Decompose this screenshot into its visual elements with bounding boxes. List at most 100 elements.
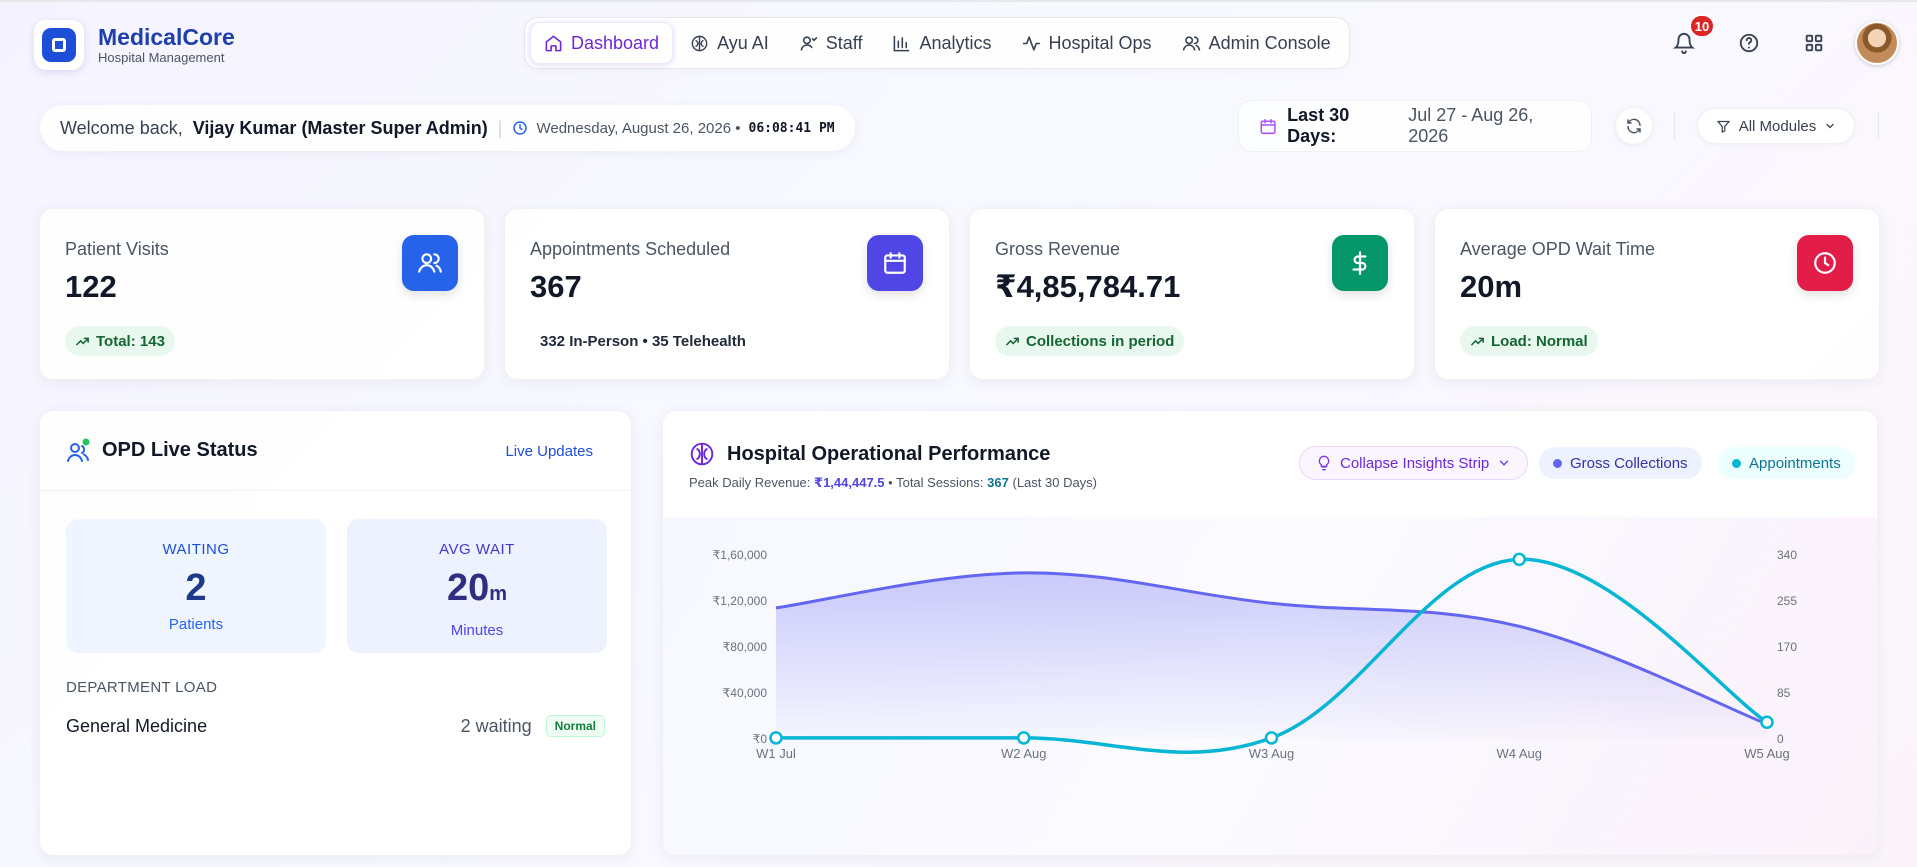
stat-label: WAITING xyxy=(162,541,230,558)
peak-revenue: ₹1,44,447.5 xyxy=(814,475,885,490)
nav-hospital-ops[interactable]: Hospital Ops xyxy=(1009,22,1165,64)
legend-dot xyxy=(1553,458,1562,468)
nav-analytics[interactable]: Analytics xyxy=(879,22,1004,64)
y-right-tick-label: 85 xyxy=(1777,686,1791,700)
trend-up-icon xyxy=(76,337,89,345)
kpi-card-appointments[interactable]: Appointments Scheduled 367 332 In-Person… xyxy=(504,208,950,380)
y-left-tick-label: ₹80,000 xyxy=(723,640,768,654)
kpi-note: Load: Normal xyxy=(1460,326,1598,356)
appointments-point xyxy=(1512,552,1526,567)
department-status-badge: Normal xyxy=(545,715,605,737)
divider xyxy=(1878,112,1879,140)
kpi-card-gross-revenue[interactable]: Gross Revenue ₹4,85,784.71 Collections i… xyxy=(969,208,1415,380)
y-left-tick-label: ₹0 xyxy=(753,732,768,746)
nav-dashboard[interactable]: Dashboard xyxy=(530,22,674,64)
nav-ayu-ai[interactable]: Ayu AI xyxy=(677,22,782,64)
nav-label: Admin Console xyxy=(1208,32,1331,53)
stat-number: 20 xyxy=(446,567,490,609)
x-tick-label: W4 Aug xyxy=(1496,746,1542,761)
kpi-title: Gross Revenue xyxy=(995,239,1121,259)
kpi-note: Collections in period xyxy=(995,326,1185,356)
kpi-note: Total: 143 xyxy=(65,326,175,356)
welcome-separator: | xyxy=(497,117,503,138)
legend-appointments[interactable]: Appointments xyxy=(1718,447,1855,479)
x-tick-label: W2 Aug xyxy=(1001,746,1047,761)
date-range-picker[interactable]: Last 30 Days: Jul 27 - Aug 26, 2026 xyxy=(1238,100,1592,152)
help-button[interactable] xyxy=(1732,26,1766,60)
kpi-note-text: 332 In-Person • 35 Telehealth xyxy=(540,332,746,350)
kpi-card-patient-visits[interactable]: Patient Visits 122 Total: 143 xyxy=(39,208,485,380)
stat-sub: Patients xyxy=(168,616,224,633)
users-icon xyxy=(1182,35,1200,51)
live-updates-link[interactable]: Live Updates xyxy=(505,443,593,460)
kpi-card-opd-wait-time[interactable]: Average OPD Wait Time 20m Load: Normal xyxy=(1434,208,1880,380)
module-filter-dropdown[interactable]: All Modules xyxy=(1697,108,1855,144)
chevron-down-icon xyxy=(1826,123,1834,129)
total-sessions: 367 xyxy=(987,475,1009,490)
brand[interactable]: MedicalCore Hospital Management xyxy=(34,20,235,70)
gross-collections-area xyxy=(776,572,1767,739)
kpi-title: Average OPD Wait Time xyxy=(1460,239,1656,259)
date-range-value: Jul 27 - Aug 26, 2026 xyxy=(1408,105,1534,146)
y-left-tick-label: ₹1,60,000 xyxy=(713,548,768,562)
calendar-icon xyxy=(1260,118,1276,134)
home-icon xyxy=(545,35,562,51)
kpi-icon-box xyxy=(402,235,458,291)
kpi-value: 122 xyxy=(65,269,117,304)
user-avatar[interactable] xyxy=(1855,21,1899,65)
opd-title: OPD Live Status xyxy=(102,439,258,461)
main-nav: Dashboard Ayu AI Staff Analytics Hospita… xyxy=(524,17,1350,69)
date-range-label: Last 30 Days: xyxy=(1287,105,1350,146)
stat-value: 2 xyxy=(185,567,207,609)
waiting-stat: WAITING 2 Patients xyxy=(66,519,326,653)
operational-performance-panel: Hospital Operational Performance Peak Da… xyxy=(662,410,1878,856)
department-row[interactable]: General Medicine 2 waiting Normal xyxy=(66,715,605,737)
refresh-button[interactable] xyxy=(1616,108,1652,144)
collapse-insights-button[interactable]: Collapse Insights Strip xyxy=(1299,446,1529,480)
y-left-tick-label: ₹40,000 xyxy=(723,686,768,700)
bar-chart-icon xyxy=(894,35,910,51)
nav-label: Analytics xyxy=(919,32,992,53)
trend-up-icon xyxy=(1006,337,1019,345)
user-name: Vijay Kumar (Master Super Admin) xyxy=(192,117,488,138)
opd-live-status-panel: OPD Live Status Live Updates WAITING 2 P… xyxy=(39,410,632,856)
user-icon xyxy=(800,35,817,51)
clock-icon xyxy=(1814,252,1836,274)
legend-label: Appointments xyxy=(1749,454,1841,472)
notifications-button[interactable] xyxy=(1667,26,1701,60)
nav-label: Hospital Ops xyxy=(1048,32,1152,53)
stat-label: AVG WAIT xyxy=(439,541,515,558)
gross-collections-line xyxy=(775,571,1768,726)
collapse-label: Collapse Insights Strip xyxy=(1340,454,1490,472)
grid-icon xyxy=(1805,34,1823,52)
chart-area: ₹0 ₹40,000 ₹80,000 ₹1,20,000 ₹1,60,000 0 85 170… xyxy=(663,517,1877,855)
perf-sub-mid: • Total Sessions: xyxy=(888,475,984,490)
apps-button[interactable] xyxy=(1797,26,1831,60)
y-right-tick-label: 340 xyxy=(1777,548,1797,562)
stat-sub: Minutes xyxy=(450,622,504,639)
y-right-tick-label: 255 xyxy=(1777,594,1797,608)
y-right-tick-label: 170 xyxy=(1777,640,1797,654)
y-right-tick-label: 0 xyxy=(1777,732,1784,746)
current-time: 06:08:41 PM xyxy=(748,120,835,136)
nav-admin-console[interactable]: Admin Console xyxy=(1169,22,1344,64)
legend-gross-collections[interactable]: Gross Collections xyxy=(1539,447,1702,479)
appointments-point xyxy=(769,731,783,745)
kpi-note-text: Collections in period xyxy=(1026,332,1175,350)
nav-staff[interactable]: Staff xyxy=(786,22,876,64)
stat-unit: m xyxy=(489,583,508,605)
legend-dot xyxy=(1732,458,1741,468)
bell-icon xyxy=(1673,33,1695,54)
kpi-value: 367 xyxy=(530,269,582,304)
current-date: Wednesday, August 26, 2026 • xyxy=(536,119,741,137)
department-load-label: DEPARTMENT LOAD xyxy=(66,679,218,696)
help-icon xyxy=(1739,33,1759,53)
module-filter-label: All Modules xyxy=(1738,117,1817,135)
nav-label: Ayu AI xyxy=(717,32,769,53)
calendar-icon xyxy=(884,252,906,274)
users-icon xyxy=(418,253,442,273)
users-live-icon xyxy=(67,438,90,462)
perf-title-row: Hospital Operational Performance xyxy=(689,441,1050,467)
perf-sub-prefix: Peak Daily Revenue: xyxy=(689,475,811,490)
brand-subtitle: Hospital Management xyxy=(98,50,225,65)
